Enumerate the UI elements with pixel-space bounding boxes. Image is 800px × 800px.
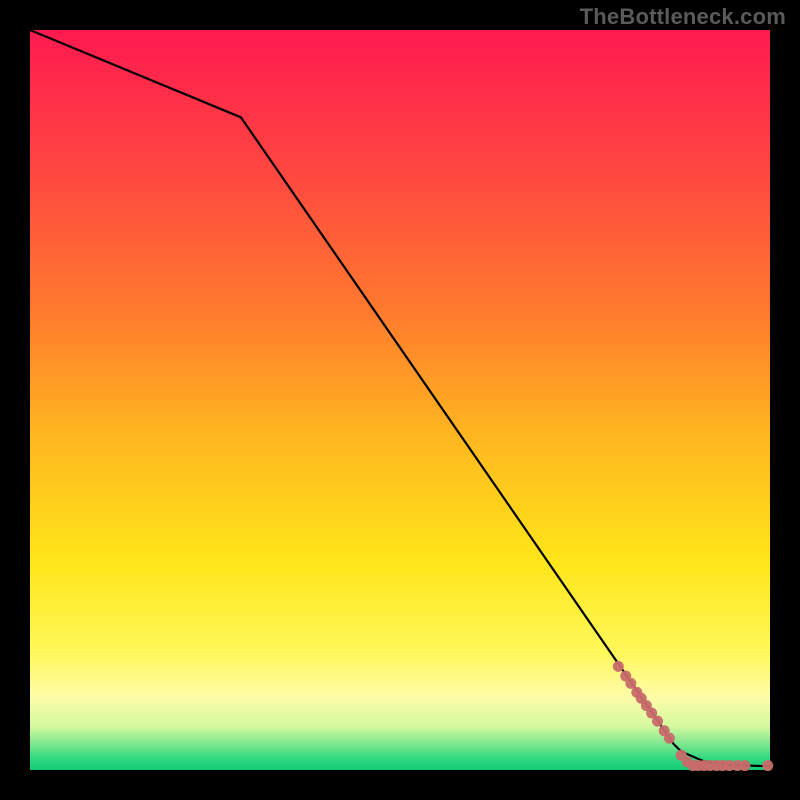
attribution-label: TheBottleneck.com	[580, 4, 786, 30]
data-marker	[762, 760, 773, 771]
chart-background	[30, 30, 770, 770]
chart-svg	[0, 0, 800, 800]
chart-container: TheBottleneck.com	[0, 0, 800, 800]
data-marker	[613, 661, 624, 672]
data-marker	[652, 716, 663, 727]
data-marker	[739, 760, 750, 771]
data-marker	[664, 733, 675, 744]
